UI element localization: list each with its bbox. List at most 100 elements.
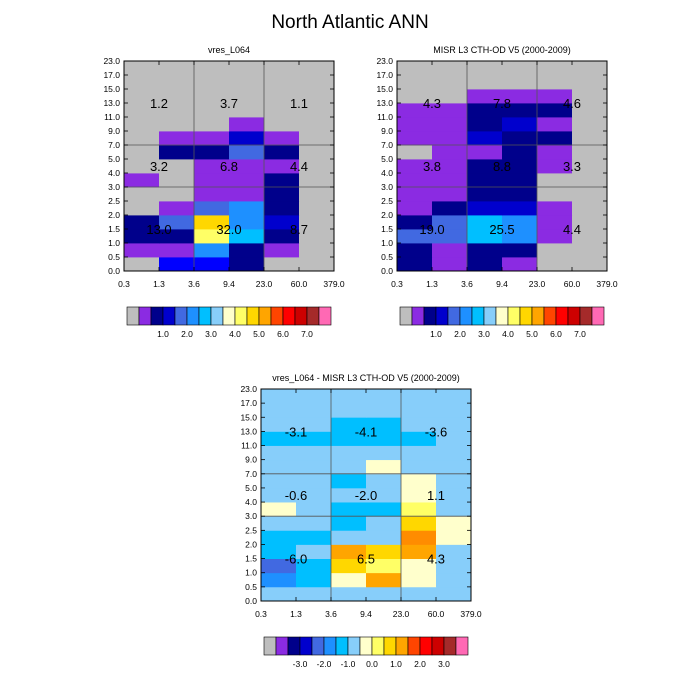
heatmap-cell (299, 117, 335, 132)
colorbar-label: 1.0 (430, 329, 442, 339)
y-tick-label: 23.0 (376, 56, 393, 66)
colorbar-swatch (318, 306, 332, 326)
x-tick-label: 379.0 (460, 609, 482, 619)
heatmap-cell (159, 145, 195, 160)
heatmap-cell (264, 103, 300, 118)
heatmap-cell (194, 89, 230, 104)
heatmap-cell (397, 103, 433, 118)
heatmap-cell (502, 117, 538, 132)
heatmap-cell (331, 487, 367, 503)
heatmap-cell (401, 389, 437, 404)
heatmap-cell (229, 103, 265, 118)
heatmap-cell (432, 173, 468, 188)
colorbar-label: 1.0 (157, 329, 169, 339)
heatmap-cell (401, 459, 437, 475)
heatmap-cell (159, 159, 195, 174)
colorbar-label: 7.0 (574, 329, 586, 339)
heatmap-cell (194, 201, 230, 216)
heatmap-cell (229, 61, 265, 76)
heatmap-cell (296, 459, 332, 475)
heatmap-cell (124, 117, 160, 132)
colorbar-swatch (435, 306, 449, 326)
colorbar-swatch (495, 306, 509, 326)
x-tick-label: 3.6 (461, 279, 473, 289)
heatmap-cell (436, 558, 472, 574)
heatmap-cell (264, 187, 300, 202)
y-tick-label: 7.0 (108, 140, 120, 150)
heatmap-cell (502, 103, 538, 118)
heatmap-cell (401, 445, 437, 461)
panel-title: MISR L3 CTH-OD V5 (2000-2009) (433, 45, 571, 55)
heatmap-cell (397, 89, 433, 104)
colorbar-swatch (447, 306, 461, 326)
y-tick-label: 9.0 (381, 126, 393, 136)
heatmap-cell (264, 61, 300, 76)
heatmap-cell (401, 431, 437, 446)
heatmap-cell (331, 389, 367, 404)
heatmap-cell (572, 257, 608, 272)
heatmap-cell (296, 417, 332, 432)
x-tick-label: 3.6 (325, 609, 337, 619)
heatmap-cell (432, 61, 468, 76)
colorbar-swatch (411, 306, 425, 326)
heatmap-cell (331, 445, 367, 461)
heatmap-cell (299, 229, 335, 244)
colorbar-label: 7.0 (301, 329, 313, 339)
heatmap-cell (537, 145, 573, 160)
heatmap-cell (366, 516, 402, 531)
x-tick-label: 23.0 (256, 279, 273, 289)
panel-model: vres_L064 0.3 1.3 3.6 9.4 23.0 60.0 379.0 0.0 0.5… (103, 45, 344, 339)
colorbar-swatch (222, 306, 236, 326)
heatmap-cell (299, 215, 335, 230)
heatmap-cell (296, 445, 332, 461)
heatmap-cell (366, 502, 402, 517)
heatmap-cell (296, 487, 332, 503)
group-value-label: 4.4 (563, 222, 581, 237)
colorbar-swatch (395, 636, 409, 656)
heatmap-cell (261, 431, 297, 446)
heatmap-cell (537, 61, 573, 76)
heatmap-cell (572, 243, 608, 258)
heatmap-cell (194, 173, 230, 188)
heatmap-cell (502, 215, 538, 230)
group-value-label: 7.8 (493, 96, 511, 111)
heatmap-cell (537, 215, 573, 230)
heatmap-cell (261, 417, 297, 432)
heatmap-cell (432, 75, 468, 90)
heatmap-cell (401, 572, 437, 588)
colorbar-swatch (399, 306, 413, 326)
heatmap-cell (264, 159, 300, 174)
y-tick-label: 1.0 (108, 238, 120, 248)
heatmap-cell (537, 173, 573, 188)
heatmap-cell (397, 75, 433, 90)
group-value-label: 6.8 (220, 159, 238, 174)
y-tick-label: 3.0 (245, 511, 257, 521)
colorbar-swatch (543, 306, 557, 326)
heatmap-cell (572, 145, 608, 160)
heatmap-cell (432, 159, 468, 174)
heatmap-cell (124, 243, 160, 258)
colorbar-swatch (471, 306, 485, 326)
heatmap-cell (432, 229, 468, 244)
heatmap-cell (397, 117, 433, 132)
y-tick-label: 1.0 (381, 238, 393, 248)
heatmap-cell (296, 516, 332, 531)
group-value-label: 4.3 (423, 96, 441, 111)
group-value-label: -2.0 (355, 488, 377, 503)
heatmap-cell (296, 389, 332, 404)
y-tick-label: 13.0 (240, 426, 257, 436)
x-tick-label: 1.3 (153, 279, 165, 289)
y-tick-label: 7.0 (381, 140, 393, 150)
y-tick-label: 1.5 (245, 554, 257, 564)
x-tick-label: 379.0 (596, 279, 618, 289)
heatmap-cell (502, 257, 538, 272)
colorbar-swatch (519, 306, 533, 326)
colorbar-swatch (258, 306, 272, 326)
colorbar-swatch (323, 636, 337, 656)
heatmap-cell (467, 257, 503, 272)
heatmap-cell (467, 243, 503, 258)
heatmap-cell (331, 586, 367, 602)
x-tick-label: 60.0 (428, 609, 445, 619)
heatmap-cell (331, 459, 367, 475)
